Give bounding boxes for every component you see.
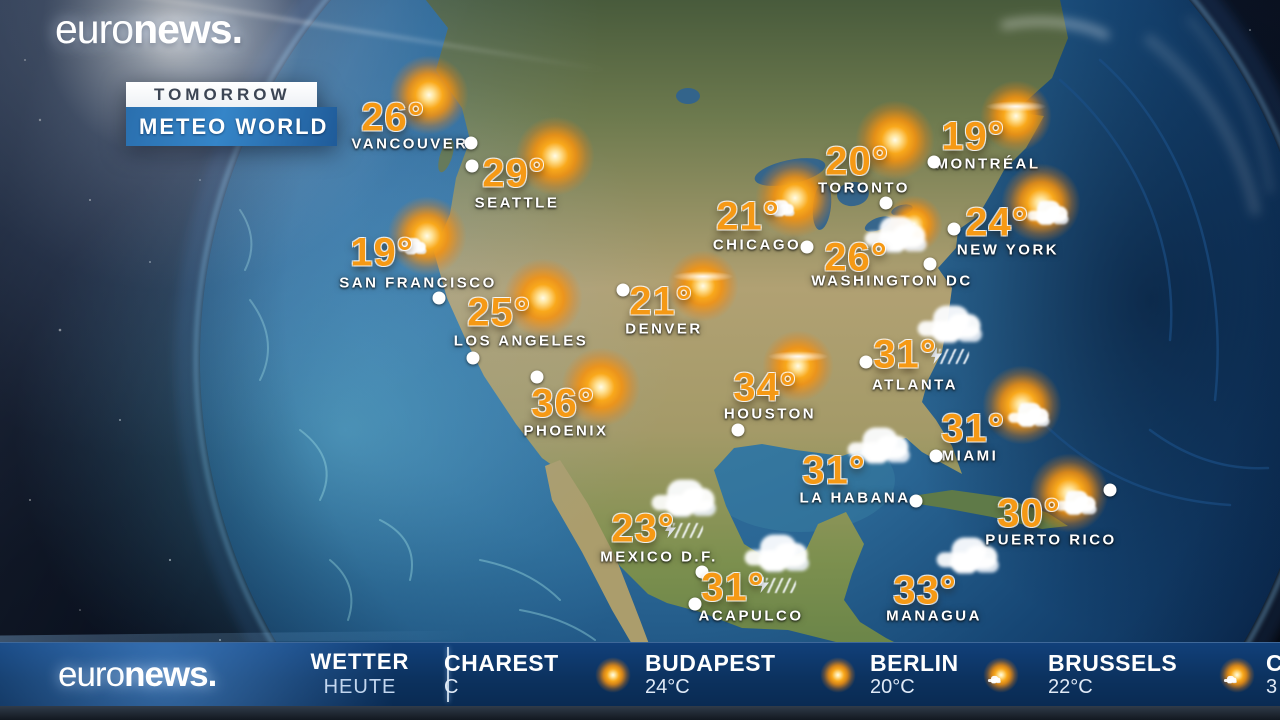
ticker-temp-berlin: 20°C	[870, 676, 915, 698]
lens-cloud-streak	[756, 349, 840, 364]
bottom-ticker-bar: euronews. WETTER HEUTE CHAREST C BUDAPEST 2…	[0, 642, 1280, 707]
ticker-temp-budapest: 24°C	[645, 676, 690, 698]
city-label-acapulco: ACAPULCO	[698, 607, 804, 625]
cloud-puff	[1017, 412, 1037, 427]
city-dot-houston	[731, 423, 745, 437]
temperature-seattle: 29°	[482, 151, 546, 196]
city-dot-miami	[929, 449, 943, 463]
temperature-miami: 31°	[941, 406, 1005, 451]
ticker-city-c: C	[1266, 650, 1280, 676]
logo-bold-part: news	[133, 6, 233, 52]
city-dot-washington-dc	[923, 257, 937, 271]
temperature-mexico-d-f: 23°	[611, 506, 675, 551]
program-badge: TOMORROW METEO WORLD	[126, 82, 337, 146]
city-label-washington-dc: WASHINGTON DC	[811, 272, 973, 290]
temperature-chicago: 21°	[716, 194, 780, 239]
temperature-toronto: 20°	[825, 139, 889, 184]
city-label-phoenix: PHOENIX	[523, 422, 609, 440]
logo-dot: .	[207, 655, 218, 694]
ticker-temp-brussels: 22°C	[1048, 676, 1093, 698]
cloud-puff	[1064, 500, 1084, 515]
euronews-logo: euronews.	[55, 6, 243, 53]
city-label-denver: DENVER	[625, 320, 703, 338]
sun-core	[595, 657, 631, 693]
ticker-temp-c: 3	[1266, 676, 1278, 698]
cloud-puff	[1036, 210, 1056, 225]
temperature-puerto-rico: 30°	[997, 491, 1061, 536]
city-dot-seattle	[465, 159, 479, 173]
ticker-topic-line2: HEUTE	[323, 676, 397, 698]
city-dot-atlanta	[859, 355, 873, 369]
logo-dot: .	[231, 6, 243, 52]
ticker-city-berlin: BERLIN	[870, 650, 959, 676]
city-dot-chicago	[800, 240, 814, 254]
temperature-san-francisco: 19°	[350, 230, 414, 275]
sun-core	[1219, 657, 1255, 693]
lens-cloud-streak	[974, 99, 1058, 114]
temperature-phoenix: 36°	[531, 381, 595, 426]
city-label-houston: HOUSTON	[723, 405, 817, 423]
temperature-new-york: 24°	[965, 200, 1029, 245]
rain-lines	[766, 578, 796, 593]
ticker-city-brussels: BRUSSELS	[1048, 650, 1178, 676]
cloud-puff	[990, 678, 997, 684]
ticker-topic-label: WETTER HEUTE	[300, 649, 420, 699]
ticker-city-charest: CHAREST	[444, 650, 559, 676]
city-dot-montr-al	[927, 155, 941, 169]
city-label-san-francisco: SAN FRANCISCO	[339, 274, 497, 292]
logo-bold-part: news	[124, 655, 209, 694]
city-dot-denver	[616, 283, 630, 297]
city-label-vancouver: VANCOUVER	[351, 135, 469, 153]
city-dot-vancouver	[464, 136, 478, 150]
sun-core	[983, 657, 1019, 693]
ticker-city-budapest: BUDAPEST	[645, 650, 776, 676]
city-label-toronto: TORONTO	[818, 179, 910, 197]
temperature-denver: 21°	[629, 279, 693, 324]
lower-strip	[0, 706, 1280, 720]
temperature-los-angeles: 25°	[467, 290, 531, 335]
ticker-topic-line1: WETTER	[310, 649, 410, 674]
euronews-logo-ticker: euronews.	[58, 655, 218, 695]
temperature-atlanta: 31°	[873, 332, 937, 377]
city-label-la-habana: LA HABANA	[799, 489, 911, 507]
rain-lines	[673, 523, 703, 538]
city-label-puerto-rico: PUERTO RICO	[985, 531, 1117, 549]
city-dot-phoenix	[530, 370, 544, 384]
logo-light-part: euro	[55, 6, 134, 52]
city-dot-la-habana	[909, 494, 923, 508]
rain-lines	[939, 349, 969, 364]
city-label-atlanta: ATLANTA	[871, 376, 959, 394]
city-dot-san-francisco	[432, 291, 446, 305]
city-label-mexico-d-f: MEXICO D.F.	[600, 548, 718, 566]
temperature-houston: 34°	[733, 365, 797, 410]
city-label-new-york: NEW YORK	[956, 241, 1060, 259]
badge-meteo-world: METEO WORLD	[126, 107, 337, 146]
temperature-montr-al: 19°	[941, 114, 1005, 159]
city-label-seattle: SEATTLE	[474, 194, 560, 212]
cloud-puff	[1226, 678, 1233, 684]
badge-tomorrow: TOMORROW	[126, 82, 317, 107]
ticker-temp-charest: C	[444, 676, 459, 698]
temperature-vancouver: 26°	[361, 95, 425, 140]
city-dot-puerto-rico	[1103, 483, 1117, 497]
city-dot-los-angeles	[466, 351, 480, 365]
logo-light-part: euro	[58, 655, 125, 694]
temperature-la-habana: 31°	[802, 448, 866, 493]
city-label-managua: MANAGUA	[886, 607, 982, 625]
city-label-chicago: CHICAGO	[712, 236, 802, 254]
temperature-acapulco: 31°	[701, 565, 765, 610]
sun-core	[820, 657, 856, 693]
city-label-miami: MIAMI	[941, 447, 999, 465]
city-dot-acapulco	[688, 597, 702, 611]
city-dot-new-york	[947, 222, 961, 236]
